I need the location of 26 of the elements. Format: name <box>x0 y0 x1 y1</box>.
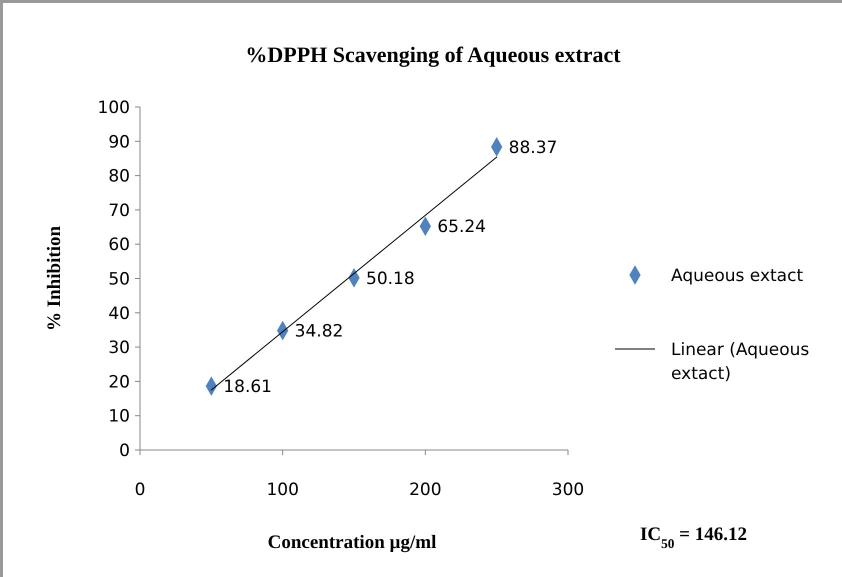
data-label: 50.18 <box>366 268 415 289</box>
y-tick-label: 100 <box>98 98 130 118</box>
x-tick-label: 0 <box>134 480 146 500</box>
y-axis-title: % Inhibition <box>44 226 65 332</box>
y-tick-label: 40 <box>108 304 130 324</box>
y-tick-label: 60 <box>108 235 130 256</box>
x-tick-label: 300 <box>552 480 584 500</box>
y-tick-label: 50 <box>108 269 130 290</box>
y-tick-label: 80 <box>108 166 130 187</box>
x-tick-label: 200 <box>409 480 442 500</box>
x-tick-label: 100 <box>266 480 299 500</box>
legend-label: Aqueous extact <box>671 266 804 286</box>
x-axis-title: Concentration µg/ml <box>268 532 436 553</box>
chart-title: %DPPH Scavenging of Aqueous extract <box>245 42 622 67</box>
y-tick-label: 90 <box>108 132 130 152</box>
y-tick-label: 20 <box>108 372 130 392</box>
legend-label: Linear (Aqueous extact) <box>671 340 810 384</box>
y-tick-label: 0 <box>119 440 130 461</box>
text: IC$_{50}$ = 146.12 <box>640 524 747 550</box>
data-label: 18.61 <box>223 377 272 398</box>
y-tick-label: 70 <box>108 200 130 221</box>
data-label: 65.24 <box>437 217 486 238</box>
y-tick-label: 10 <box>108 406 130 427</box>
data-label: 34.82 <box>294 322 344 342</box>
data-label: 88.37 <box>508 138 558 158</box>
y-tick-label: 30 <box>108 338 130 358</box>
